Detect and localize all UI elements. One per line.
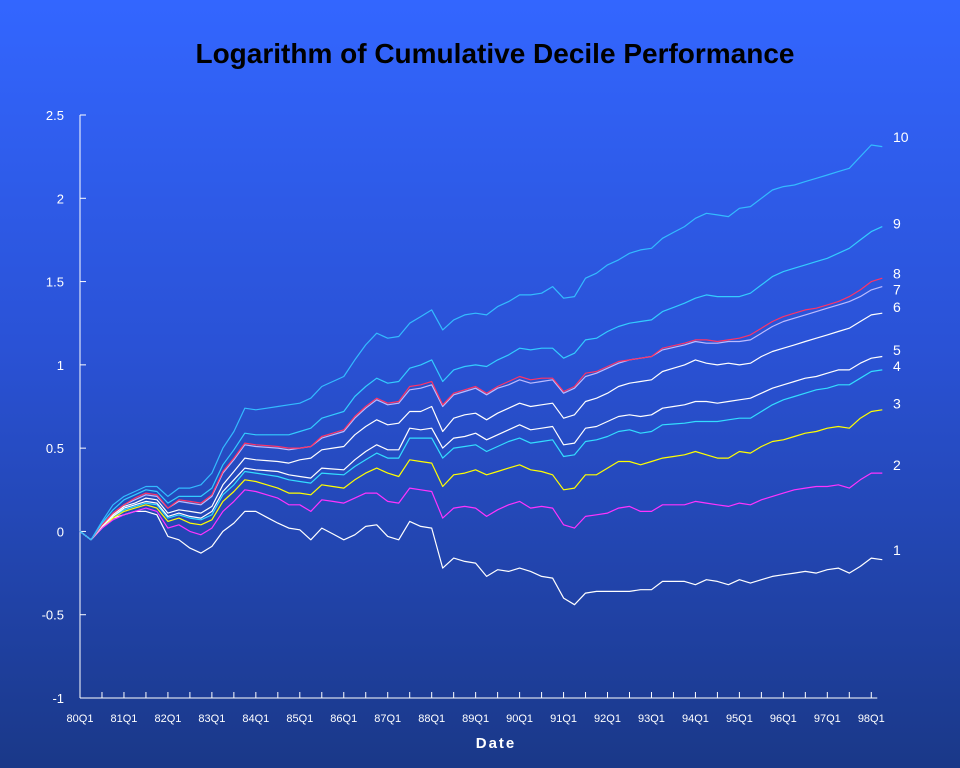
x-tick-label: 80Q1 — [67, 713, 94, 725]
series-line-6 — [79, 312, 883, 541]
x-tick-label: 92Q1 — [594, 713, 621, 725]
x-tick-label: 94Q1 — [682, 713, 709, 725]
y-tick-label: 0.5 — [46, 441, 64, 456]
series-labels: 10 9 876 54 3 2 1 — [893, 129, 909, 558]
series-label-2: 2 — [893, 457, 901, 473]
series-line-8 — [79, 277, 883, 541]
x-tick-label: 86Q1 — [330, 713, 357, 725]
series-line-2 — [79, 472, 883, 541]
series-label-4: 4 — [893, 358, 901, 374]
series-label-3: 3 — [893, 395, 901, 411]
series-label-8: 8 — [893, 266, 901, 282]
y-tick-label: 1.5 — [46, 275, 64, 290]
x-tick-label: 84Q1 — [242, 713, 269, 725]
x-tick-label: 88Q1 — [418, 713, 445, 725]
series-group — [79, 144, 883, 606]
series-label-9: 9 — [893, 216, 901, 232]
series-label-5: 5 — [893, 342, 901, 358]
series-label-1: 1 — [893, 542, 901, 558]
chart-title: Logarithm of Cumulative Decile Performan… — [195, 38, 795, 69]
x-tick-label: 95Q1 — [726, 713, 753, 725]
series-label-10: 10 — [893, 129, 909, 145]
series-line-10 — [79, 144, 883, 541]
series-label-7: 7 — [893, 282, 901, 298]
series-line-7 — [79, 286, 883, 541]
x-tick-label: 89Q1 — [462, 713, 489, 725]
series-line-3 — [79, 409, 883, 541]
x-tick-label: 91Q1 — [550, 713, 577, 725]
y-tick-label: -0.5 — [42, 608, 64, 623]
series-label-6: 6 — [893, 299, 901, 315]
x-tick-label: 82Q1 — [154, 713, 181, 725]
x-tick-label: 87Q1 — [374, 713, 401, 725]
x-tick-label: 90Q1 — [506, 713, 533, 725]
y-tick-label: 1 — [57, 358, 64, 373]
series-line-5 — [79, 355, 883, 541]
x-tick-label: 85Q1 — [286, 713, 313, 725]
y-tick-label: -1 — [52, 691, 64, 706]
x-tick-label: 98Q1 — [858, 713, 885, 725]
series-line-9 — [79, 226, 883, 541]
x-tick-label: 81Q1 — [110, 713, 137, 725]
y-tick-label: 0 — [57, 524, 64, 539]
x-tick-label: 97Q1 — [814, 713, 841, 725]
series-line-1 — [79, 510, 883, 606]
series-line-4 — [79, 369, 883, 541]
x-axis-title: Date — [476, 735, 517, 752]
x-tick-label: 83Q1 — [198, 713, 225, 725]
x-tick-label: 93Q1 — [638, 713, 665, 725]
x-tick-label: 96Q1 — [770, 713, 797, 725]
y-tick-label: 2 — [57, 191, 64, 206]
y-tick-label: 2.5 — [46, 108, 64, 123]
